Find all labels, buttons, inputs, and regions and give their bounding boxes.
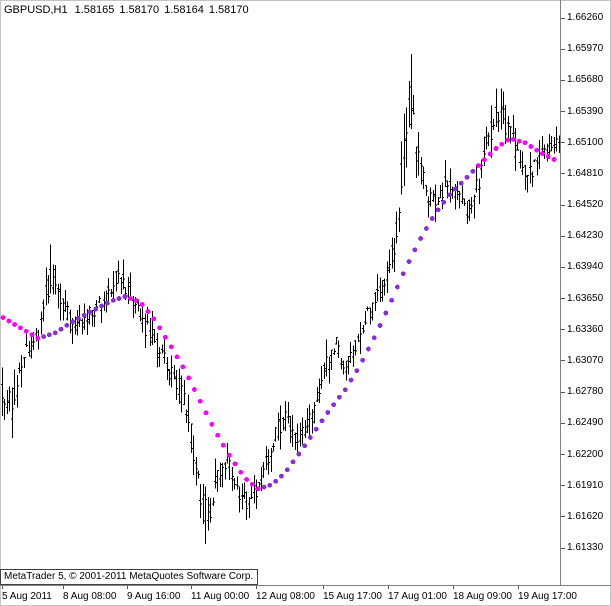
price-tick-mark xyxy=(561,204,565,206)
high-value: 1.58170 xyxy=(119,4,160,16)
price-scale-label: 1.63940 xyxy=(561,262,603,272)
price-tick-mark xyxy=(561,266,565,268)
price-scale-label: 1.63360 xyxy=(561,324,603,335)
price-scale-label: 1.66260 xyxy=(561,13,603,23)
time-tick-mark xyxy=(388,586,389,589)
price-scale-separator xyxy=(560,0,561,586)
price-scale-label: 1.61620 xyxy=(561,511,603,522)
price-scale-label: 1.64520 xyxy=(561,200,603,210)
price-scale-label: 1.64230 xyxy=(561,231,603,241)
time-tick-mark xyxy=(323,586,324,589)
copyright-text: MetaTrader 5, © 2001-2011 MetaQuotes Sof… xyxy=(4,571,254,582)
price-scale[interactable]: 1.66260 1.65970 1.65680 1.65390 1.65100 1.648… xyxy=(561,0,611,585)
low-value: 1.58164 xyxy=(164,4,204,16)
price-bars-group xyxy=(1,54,560,544)
price-tick-mark xyxy=(561,48,565,50)
copyright-box: MetaTrader 5, © 2001-2011 MetaQuotes Sof… xyxy=(0,569,259,585)
price-tick-mark xyxy=(561,329,565,331)
time-tick-mark xyxy=(63,586,64,589)
price-tick-mark xyxy=(561,142,565,144)
price-scale-label: 1.65680 xyxy=(561,75,603,85)
price-tick-mark xyxy=(561,173,565,175)
price-tick-mark xyxy=(561,454,565,456)
price-scale-label: 1.65100 xyxy=(561,137,603,148)
price-tick-mark xyxy=(561,391,565,393)
price-scale-label: 1.65970 xyxy=(561,44,603,54)
price-tick-mark xyxy=(561,17,565,19)
price-scale-label: 1.62490 xyxy=(561,418,603,428)
time-tick-mark xyxy=(127,586,128,589)
chart-plot-area[interactable]: GBPUSD,H1 1.58165 1.58170 1.58164 1.5817… xyxy=(0,0,560,585)
price-scale-label: 1.61330 xyxy=(561,543,603,553)
open-value: 1.58165 xyxy=(74,4,115,16)
time-scale-separator xyxy=(0,585,611,586)
price-chart-svg xyxy=(0,54,560,544)
price-tick-mark xyxy=(561,422,565,424)
price-tick-mark xyxy=(561,79,565,81)
time-tick-mark xyxy=(453,586,454,589)
price-scale-label: 1.65390 xyxy=(561,106,603,117)
price-tick-mark xyxy=(561,485,565,487)
time-tick-mark xyxy=(256,586,257,589)
price-tick-mark xyxy=(561,516,565,518)
ma-dots-group xyxy=(0,137,557,492)
price-tick-mark xyxy=(561,360,565,362)
time-tick-mark xyxy=(2,586,3,589)
time-scale[interactable]: 5 Aug 2011 8 Aug 08:00 9 Aug 16:00 11 Aug 0… xyxy=(0,586,611,606)
symbol-ohlc-label: GBPUSD,H1 1.58165 1.58170 1.58164 1.5817… xyxy=(4,4,249,16)
price-tick-mark xyxy=(561,547,565,549)
close-value: 1.58170 xyxy=(208,4,249,16)
symbol-timeframe-label: GBPUSD,H1 xyxy=(4,4,68,16)
price-scale-label: 1.62780 xyxy=(561,387,603,397)
price-scale-label: 1.63650 xyxy=(561,293,603,304)
price-scale-label: 1.63070 xyxy=(561,355,603,366)
ohlc-values: 1.58165 1.58170 1.58164 1.58170 xyxy=(75,4,249,16)
price-scale-label: 1.64810 xyxy=(561,168,603,179)
price-tick-mark xyxy=(561,298,565,300)
price-scale-label: 1.61910 xyxy=(561,480,603,491)
price-tick-mark xyxy=(561,235,565,237)
time-tick-mark xyxy=(191,586,192,589)
time-tick-mark xyxy=(518,586,519,589)
price-scale-label: 1.62200 xyxy=(561,449,603,460)
price-tick-mark xyxy=(561,111,565,113)
